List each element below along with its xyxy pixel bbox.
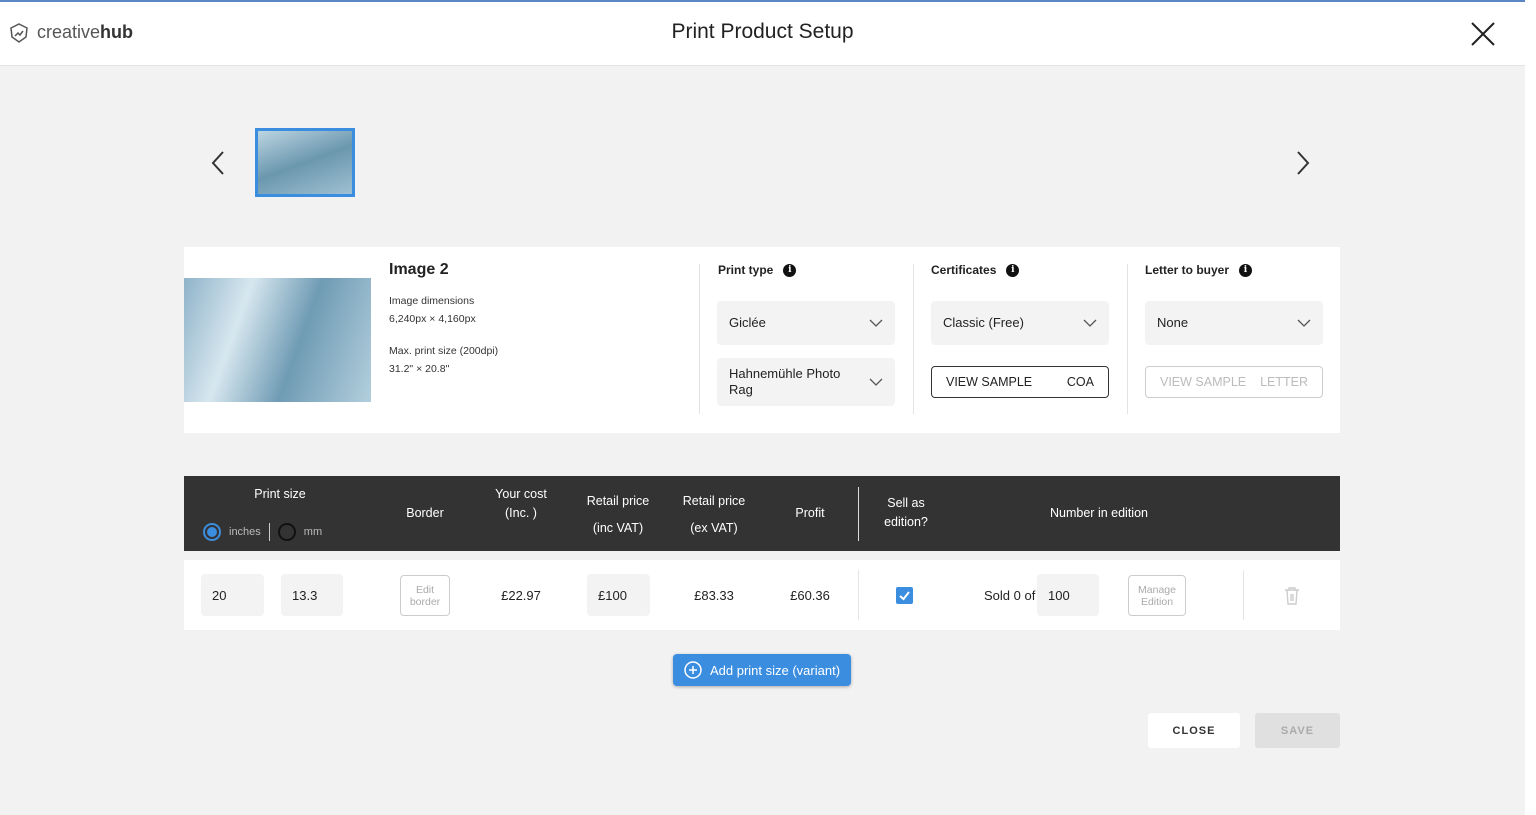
- scrollbar-track[interactable]: [1525, 0, 1536, 815]
- dimensions-label: Image dimensions: [389, 295, 475, 307]
- page-title: Print Product Setup: [671, 20, 854, 43]
- sell-as-edition-checkbox[interactable]: [896, 587, 913, 604]
- edition-size-input[interactable]: 100: [1037, 574, 1099, 616]
- info-icon[interactable]: i: [1239, 263, 1253, 277]
- header: [0, 2, 1525, 66]
- button-label: VIEW SAMPLE: [1160, 375, 1247, 389]
- close-icon[interactable]: [1470, 21, 1496, 47]
- button-label: COA: [1066, 375, 1094, 389]
- retail-price-input[interactable]: £100: [587, 574, 650, 616]
- logo-text: creative: [37, 22, 101, 42]
- chevron-down-icon: [869, 319, 883, 327]
- dimensions-value: 6,240px × 4,160px: [389, 313, 476, 325]
- header-sell-edition: Sell as edition?: [884, 496, 928, 529]
- image-title: Image 2: [389, 261, 449, 278]
- save-button[interactable]: SAVE: [1255, 713, 1340, 748]
- chevron-down-icon: [1297, 319, 1311, 327]
- header-print-size: Print size: [254, 487, 306, 501]
- letter-dropdown[interactable]: None: [1145, 301, 1323, 345]
- max-print-label: Max. print size (200dpi): [389, 345, 499, 357]
- header-retail-ex: Retail price (ex VAT): [682, 494, 746, 535]
- carousel-prev-icon[interactable]: [208, 148, 228, 178]
- info-icon[interactable]: i: [1006, 263, 1020, 277]
- radio-mm[interactable]: [277, 523, 296, 541]
- add-print-size-label: Add print size (variant): [709, 662, 841, 678]
- trash-icon[interactable]: [1283, 586, 1301, 606]
- manage-edition-button[interactable]: Manage Edition: [1128, 575, 1186, 616]
- checkmark-icon: [899, 591, 910, 601]
- table-header: Print size inches mm Border Your cost (In…: [184, 476, 1340, 551]
- image-preview: [184, 278, 371, 402]
- letter-value: None: [1157, 315, 1189, 330]
- close-button[interactable]: CLOSE: [1148, 713, 1240, 748]
- width-input[interactable]: 20: [201, 574, 264, 616]
- divider: [1243, 570, 1244, 620]
- sold-text: Sold 0 of: [984, 588, 1036, 603]
- divider: [858, 570, 859, 620]
- chevron-down-icon: [1083, 319, 1097, 327]
- chevron-down-icon: [869, 378, 883, 386]
- print-type-label: Print type: [718, 263, 774, 277]
- carousel-next-icon[interactable]: [1293, 148, 1313, 178]
- max-print-value: 31.2" × 20.8": [389, 363, 450, 375]
- divider: [268, 523, 270, 541]
- creativehub-logo-icon: [10, 22, 28, 43]
- mm-label: mm: [303, 526, 323, 538]
- print-type-dropdown[interactable]: Giclée: [717, 301, 895, 345]
- your-cost-value: £22.97: [501, 588, 541, 603]
- image-thumbnail-selected[interactable]: [255, 128, 355, 197]
- top-accent-line: [0, 0, 1536, 2]
- inches-label: inches: [229, 526, 261, 538]
- add-print-size-button[interactable]: Add print size (variant): [673, 654, 851, 686]
- header-profit: Profit: [795, 506, 825, 520]
- header-retail-inc: Retail price (inc VAT): [586, 494, 650, 535]
- plus-circle-icon: [684, 661, 702, 679]
- divider: [858, 487, 859, 541]
- header-your-cost: Your cost (Inc. ): [495, 487, 547, 520]
- retail-ex-value: £83.33: [694, 588, 734, 603]
- view-sample-coa-button[interactable]: VIEW SAMPLE COA: [931, 366, 1109, 398]
- logo-text-bold: hub: [100, 22, 134, 42]
- button-label: LETTER: [1260, 375, 1308, 389]
- certificates-label: Certificates: [931, 263, 997, 277]
- button-label: VIEW SAMPLE: [946, 375, 1033, 389]
- table-row: 20 13.3 Edit border £22.97 £100 £83.33 £6…: [184, 560, 1340, 630]
- edit-border-button[interactable]: Edit border: [400, 575, 450, 616]
- radio-inches[interactable]: [203, 523, 221, 541]
- divider: [699, 264, 700, 414]
- divider: [1127, 264, 1128, 414]
- letter-label: Letter to buyer: [1145, 263, 1230, 277]
- paper-value: Hahnemühle Photo Rag: [729, 366, 841, 397]
- certificates-dropdown[interactable]: Classic (Free): [931, 301, 1109, 345]
- logo: creativehub: [9, 22, 133, 43]
- certificates-value: Classic (Free): [943, 315, 1024, 330]
- divider: [913, 264, 914, 414]
- height-input[interactable]: 13.3: [281, 574, 343, 616]
- profit-value: £60.36: [790, 588, 830, 603]
- paper-dropdown[interactable]: Hahnemühle Photo Rag: [717, 358, 895, 406]
- view-sample-letter-button[interactable]: VIEW SAMPLE LETTER: [1145, 366, 1323, 398]
- header-border: Border: [406, 506, 444, 520]
- print-type-value: Giclée: [729, 315, 766, 330]
- header-number-in-edition: Number in edition: [1050, 506, 1148, 520]
- info-icon[interactable]: i: [783, 263, 797, 277]
